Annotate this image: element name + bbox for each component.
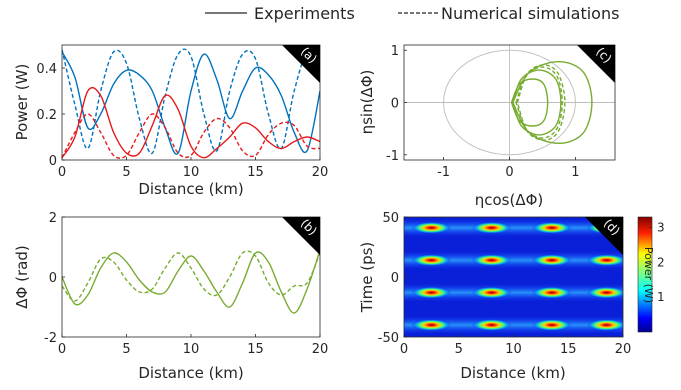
heatmap-bands <box>404 218 623 334</box>
panel-a-series <box>62 48 320 159</box>
pulse-peak <box>586 254 623 267</box>
series-green-dashed-3 <box>515 66 564 139</box>
pulse-peak <box>586 286 623 299</box>
panel-d-heatmap <box>404 217 623 337</box>
panel-d-tag-corner <box>585 217 623 255</box>
x-tick-label: 5 <box>122 342 130 357</box>
x-tick-label: 20 <box>312 165 329 180</box>
y-tick-label: 2 <box>49 211 57 226</box>
x-tick-label: 10 <box>183 165 200 180</box>
pulse-peak <box>411 221 452 234</box>
pulse-band <box>404 218 623 237</box>
pulse-peak <box>531 221 572 234</box>
pulse-peak <box>531 254 572 267</box>
colorbar-tick-label: 3 <box>657 220 665 234</box>
x-tick-label: 0 <box>58 342 66 357</box>
panel-c: -1 0 1-101 (c) ηcos(ΔΦ) ηsin(ΔΦ) <box>358 44 616 209</box>
y-tick-label: 50 <box>382 211 399 226</box>
y-tick-label: 0 <box>49 154 57 169</box>
colorbar-tick-label: 1 <box>657 290 665 304</box>
colorbar-ticks: 1 2 3 <box>649 220 665 304</box>
panel-d-xlabel: Distance (km) <box>460 364 565 382</box>
x-tick-label: 20 <box>312 342 329 357</box>
y-tick-label: -1 <box>386 149 399 164</box>
x-tick-label: 5 <box>122 165 130 180</box>
panel-a-ticks: 0 5 10 15 20 0 0.2 0.4 <box>36 62 328 180</box>
colorbar-tick-label: 2 <box>657 255 665 269</box>
pulse-peak <box>531 286 572 299</box>
panel-b-xlabel: Distance (km) <box>138 364 243 382</box>
y-tick-label: 1 <box>391 44 399 59</box>
y-tick-label: 0.4 <box>36 62 57 77</box>
panel-a-tag-corner <box>282 45 320 83</box>
colorbar-label: Power (W) <box>642 247 655 303</box>
pulse-band <box>404 283 623 302</box>
pulse-peak <box>531 319 572 331</box>
y-tick-label: 0 <box>391 97 399 112</box>
x-tick-label: 15 <box>560 342 577 357</box>
x-tick-label: 0 <box>505 165 513 180</box>
x-tick-label: 10 <box>505 342 522 357</box>
panel-c-unit-circle <box>404 45 615 160</box>
panel-b-series <box>62 249 320 314</box>
pulse-peak <box>471 319 512 331</box>
panel-c-ticks: -1 0 1 -1 0 1 <box>386 44 580 180</box>
panel-b-tag-corner <box>282 217 320 255</box>
y-tick-label: 0.2 <box>36 108 57 123</box>
panel-b-ylabel: ΔΦ (rad) <box>13 245 31 308</box>
series-blue-dashed-1 <box>62 48 320 155</box>
panel-b-axes <box>62 217 320 337</box>
series-green-solid-0 <box>62 249 320 314</box>
panel-c-xlabel: ηcos(ΔΦ) <box>475 191 544 209</box>
x-tick-label: 1 <box>571 165 579 180</box>
pulse-peak <box>411 319 452 331</box>
panel-b: 0 5 10 15 20-202 (b) Distance (km) ΔΦ (rad) <box>13 211 328 382</box>
pulse-peak <box>471 286 512 299</box>
x-tick-label: 20 <box>615 342 632 357</box>
x-tick-label: -1 <box>437 165 450 180</box>
panel-c-tag-corner <box>577 45 615 83</box>
pulse-peak <box>411 286 452 299</box>
series-green-dashed-4 <box>516 64 566 141</box>
x-tick-label: 15 <box>247 165 264 180</box>
pulse-peak <box>586 319 623 331</box>
panel-b-ticks: 0 5 10 15 20-202 <box>44 211 328 357</box>
x-tick-label: 10 <box>183 342 200 357</box>
panel-c-ylabel: ηsin(ΔΦ) <box>358 70 376 135</box>
pulse-band <box>404 316 623 334</box>
panel-a-ylabel: Power (W) <box>13 64 31 141</box>
series-red-solid-2 <box>62 86 320 159</box>
panel-a-xlabel: Distance (km) <box>138 180 243 198</box>
pulse-peak <box>471 254 512 267</box>
x-tick-label: 5 <box>455 342 463 357</box>
series-green-dashed-1 <box>62 250 320 302</box>
pulse-band <box>404 251 623 270</box>
panel-d-ylabel: Time (ps) <box>358 242 376 314</box>
legend-solid-label: Experiments <box>254 4 355 23</box>
y-tick-label: 0 <box>49 271 57 286</box>
series-green-solid-1 <box>512 60 593 145</box>
y-tick-label: -2 <box>44 331 57 346</box>
panel-c-series <box>510 60 593 145</box>
panel-a-axes <box>62 45 320 160</box>
x-tick-label: 0 <box>400 342 408 357</box>
legend-dashed-label: Numerical simulations <box>441 4 619 23</box>
pulse-peak <box>411 254 452 267</box>
x-tick-label: 0 <box>58 165 66 180</box>
x-tick-label: 15 <box>247 342 264 357</box>
pulse-peak <box>471 221 512 234</box>
legend: Experiments Numerical simulations <box>205 4 619 23</box>
y-tick-label: -50 <box>378 331 399 346</box>
y-tick-label: 0 <box>391 271 399 286</box>
colorbar <box>637 216 653 333</box>
